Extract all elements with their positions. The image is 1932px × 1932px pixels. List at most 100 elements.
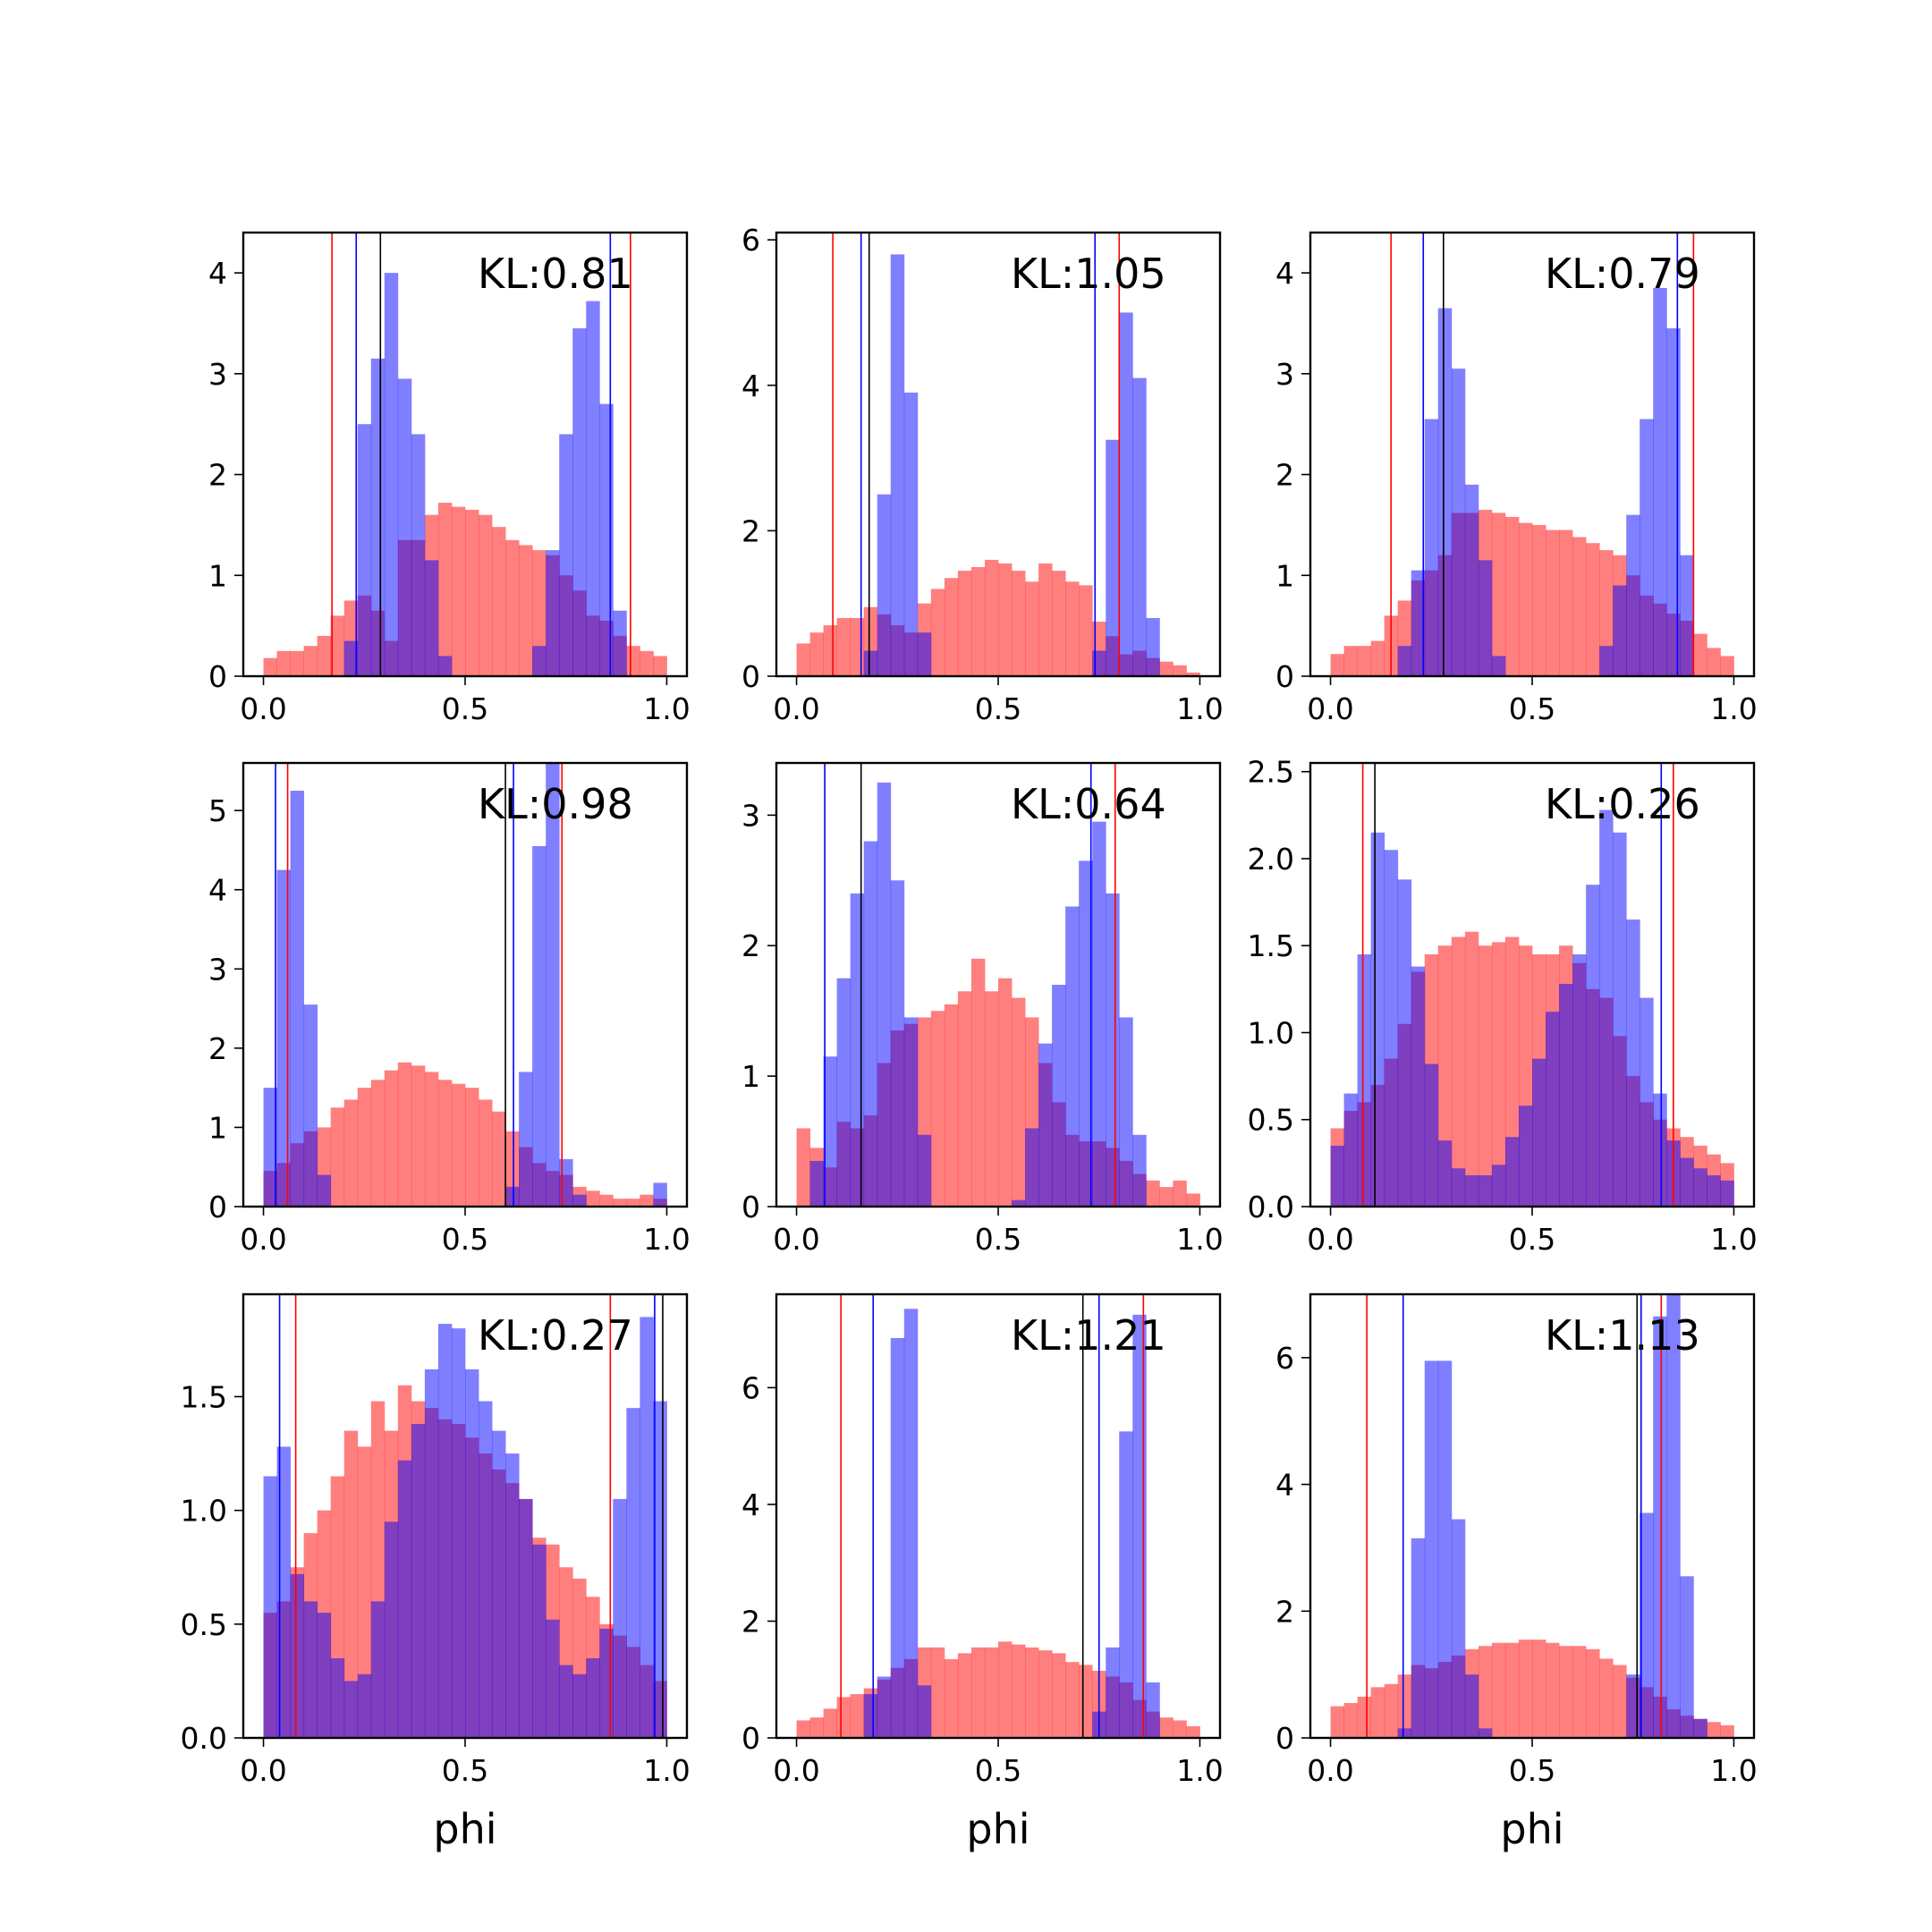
red-bar bbox=[984, 991, 999, 1207]
blue-bar bbox=[1504, 1137, 1520, 1207]
red-bar bbox=[1518, 1640, 1533, 1738]
blue-bar bbox=[917, 1685, 932, 1738]
blue-bar bbox=[1025, 1128, 1039, 1207]
red-bar bbox=[1186, 672, 1200, 676]
red-bar bbox=[357, 1446, 372, 1738]
red-bar bbox=[330, 615, 345, 676]
red-bar bbox=[343, 1430, 359, 1738]
red-bar bbox=[1504, 1642, 1520, 1738]
y-tick-label: 0 bbox=[1275, 659, 1294, 694]
y-tick-label: 0.0 bbox=[1248, 1190, 1294, 1224]
red-bar bbox=[1707, 1722, 1721, 1738]
blue-bar bbox=[572, 328, 587, 676]
blue-bar bbox=[613, 610, 627, 676]
axes-frame bbox=[1309, 1292, 1756, 1740]
blue-bar bbox=[1491, 1165, 1506, 1207]
blue-bar bbox=[343, 1681, 359, 1738]
y-tick-label: 2 bbox=[1275, 1594, 1294, 1629]
blue-bar bbox=[437, 656, 453, 676]
blue-bar bbox=[1626, 1674, 1640, 1738]
y-tick-label: 2 bbox=[208, 1031, 227, 1066]
blue-bar bbox=[532, 846, 547, 1207]
blue-bar bbox=[357, 1674, 372, 1738]
kl-annotation: KL:0.98 bbox=[478, 780, 633, 828]
blue-bar bbox=[903, 1017, 919, 1207]
blue-bar bbox=[1464, 1674, 1479, 1738]
x-tick-label: 0.0 bbox=[240, 1753, 286, 1788]
red-bar bbox=[1613, 1665, 1627, 1738]
blue-bar bbox=[1132, 1314, 1147, 1738]
red-bar bbox=[1159, 661, 1174, 676]
x-tick-label: 0.0 bbox=[240, 1222, 286, 1257]
red-bar bbox=[1491, 513, 1506, 676]
red-bar bbox=[1599, 550, 1614, 676]
red-bar bbox=[1464, 931, 1479, 1207]
red-bar bbox=[998, 978, 1013, 1207]
blue-bar bbox=[1478, 1174, 1493, 1207]
red-bar bbox=[1357, 1696, 1372, 1738]
blue-bar bbox=[1680, 555, 1694, 676]
y-tick-label: 0 bbox=[741, 659, 760, 694]
y-tick-label: 2 bbox=[1275, 458, 1294, 493]
blue-bar bbox=[836, 978, 852, 1207]
red-bar bbox=[640, 650, 654, 676]
red-bar bbox=[424, 1072, 439, 1207]
red-bar bbox=[653, 656, 667, 676]
blue-bar bbox=[640, 1317, 654, 1738]
blue-bar bbox=[451, 1328, 466, 1738]
red-bar bbox=[984, 1647, 999, 1738]
blue-bar bbox=[863, 1694, 878, 1738]
x-tick-label: 0.5 bbox=[442, 1753, 488, 1788]
red-bar bbox=[1038, 563, 1053, 676]
blue-bar bbox=[1079, 860, 1093, 1207]
y-tick-label: 1 bbox=[741, 1059, 760, 1094]
y-tick-label: 1 bbox=[208, 558, 227, 593]
blue-bar bbox=[890, 880, 905, 1207]
red-bar bbox=[384, 1070, 399, 1207]
x-tick-label: 0.0 bbox=[240, 691, 286, 726]
blue-bar bbox=[492, 1430, 506, 1738]
x-tick-label: 1.0 bbox=[1176, 1222, 1223, 1257]
red-bar bbox=[451, 1083, 466, 1207]
y-tick-label: 4 bbox=[1275, 1468, 1294, 1503]
blue-bar bbox=[1451, 1519, 1466, 1738]
blue-bar bbox=[1640, 997, 1654, 1207]
kl-annotation: KL:0.81 bbox=[478, 250, 633, 298]
x-axis-title: phi bbox=[1500, 1805, 1563, 1853]
blue-bar bbox=[1132, 1134, 1147, 1207]
blue-bar bbox=[850, 893, 865, 1207]
red-bar bbox=[1012, 997, 1026, 1207]
kl-annotation: KL:0.26 bbox=[1545, 780, 1700, 828]
red-bar bbox=[1052, 571, 1066, 676]
blue-bar bbox=[1119, 1017, 1133, 1207]
series-blue bbox=[863, 254, 1160, 676]
blue-bar bbox=[317, 1174, 332, 1207]
red-bar bbox=[1451, 936, 1466, 1207]
blue-bar bbox=[1092, 821, 1106, 1207]
red-bar bbox=[505, 539, 520, 676]
red-bar bbox=[1586, 543, 1600, 676]
blue-bar bbox=[532, 646, 547, 676]
x-tick-label: 1.0 bbox=[1710, 1753, 1757, 1788]
red-bar bbox=[1370, 1687, 1385, 1738]
blue-bar bbox=[572, 1674, 587, 1738]
red-bar bbox=[984, 559, 999, 676]
red-bar bbox=[532, 550, 547, 676]
blue-bar bbox=[1330, 1145, 1344, 1207]
blue-bar bbox=[303, 1601, 318, 1738]
x-tick-label: 1.0 bbox=[1710, 691, 1757, 726]
blue-bar bbox=[653, 1401, 667, 1738]
blue-bar bbox=[519, 1072, 533, 1207]
blue-bar bbox=[1424, 1063, 1439, 1207]
red-bar bbox=[465, 1088, 479, 1207]
blue-bar bbox=[917, 1134, 932, 1207]
blue-bar bbox=[384, 1521, 399, 1738]
blue-bar bbox=[357, 424, 372, 676]
red-bar bbox=[1146, 1180, 1160, 1207]
blue-bar bbox=[917, 632, 932, 676]
red-bar bbox=[957, 991, 972, 1207]
blue-bar bbox=[823, 1056, 838, 1207]
subplot-8: 0.0 0.5 1.0 0 2 4 6 KL:1.21 phi bbox=[741, 1292, 1224, 1853]
red-bar bbox=[944, 578, 959, 676]
